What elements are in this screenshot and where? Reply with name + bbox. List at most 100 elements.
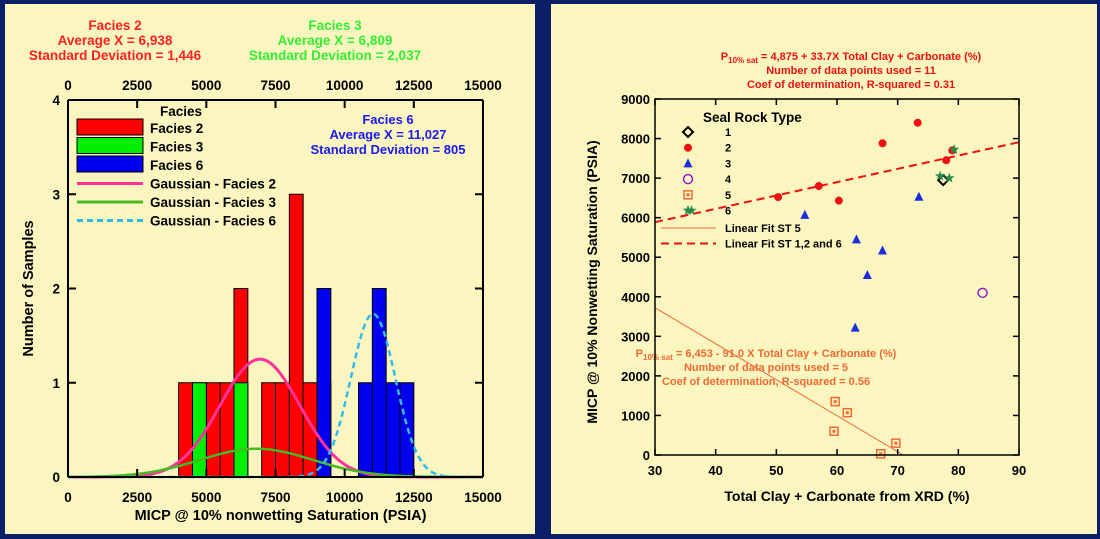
facies-6-stats-line: Standard Deviation = 805 bbox=[311, 142, 466, 157]
data-point-type-3 bbox=[914, 191, 924, 201]
legend-label: Facies 3 bbox=[150, 140, 204, 155]
legend-label: Gaussian - Facies 2 bbox=[150, 177, 276, 192]
plot-frame bbox=[654, 98, 1020, 456]
fit-line bbox=[654, 141, 1020, 224]
y-tick-label: 2000 bbox=[621, 369, 650, 384]
facies-stats-line: Average X = 6,938 bbox=[58, 33, 173, 48]
regression-stats-line: Number of data points used = 5 bbox=[684, 362, 848, 374]
histogram-bar-facies-2 bbox=[288, 193, 304, 478]
histogram-bar-facies-2 bbox=[205, 382, 221, 478]
y-axis-label: Number of Samples bbox=[21, 220, 37, 356]
y-tick-label: 4000 bbox=[621, 290, 650, 305]
square-marker-outline bbox=[683, 190, 693, 200]
x-tick-label: 90 bbox=[1012, 463, 1026, 478]
square-marker-outline bbox=[830, 396, 840, 407]
y-tick-label: 1 bbox=[52, 376, 60, 391]
histogram-bar-facies-2 bbox=[275, 382, 290, 478]
histogram-bar-facies-6 bbox=[385, 382, 401, 478]
y-tick-label: 3000 bbox=[621, 329, 650, 344]
histogram-bar-facies-3 bbox=[233, 382, 249, 478]
square-marker-outline bbox=[875, 449, 886, 459]
legend-label: 2 bbox=[725, 143, 731, 155]
data-point-type-2 bbox=[834, 196, 843, 205]
legend-title: Facies bbox=[160, 104, 202, 119]
y-tick-label: 0 bbox=[643, 448, 650, 463]
legend-label: 4 bbox=[725, 174, 732, 186]
y-tick-label: 7000 bbox=[621, 171, 650, 186]
data-point-type-6 bbox=[944, 172, 955, 183]
legend-label: Gaussian - Facies 6 bbox=[150, 214, 277, 229]
data-point-type-3 bbox=[851, 234, 861, 244]
x-tick-label: 0 bbox=[64, 490, 72, 505]
histogram-bar-facies-6 bbox=[371, 288, 387, 478]
x-tick-label: 15000 bbox=[464, 490, 502, 505]
facies-6-stats-line: Facies 6 bbox=[362, 112, 413, 127]
square-marker-dot bbox=[686, 193, 690, 197]
equation-subscript: 10% sat bbox=[643, 353, 673, 362]
legend-fit-label: Linear Fit ST 1,2 and 6 bbox=[725, 239, 842, 251]
data-point-type-5 bbox=[829, 426, 839, 437]
x-tick-label: 5000 bbox=[191, 490, 221, 505]
x-tick-label-top: 15000 bbox=[464, 78, 502, 93]
x-tick-label-top: 10000 bbox=[326, 78, 364, 93]
equation-body: = 6,453 - 91.0 X Total Clay + Carbonate … bbox=[673, 348, 897, 360]
data-point-type-6 bbox=[948, 144, 960, 155]
facies-stats-line: Facies 2 bbox=[88, 18, 141, 33]
data-point-type-5 bbox=[875, 449, 886, 459]
square-marker-dot bbox=[833, 400, 837, 404]
x-tick-label-top: 0 bbox=[64, 78, 72, 93]
legend-label: Facies 2 bbox=[150, 121, 203, 136]
x-tick-label: 2500 bbox=[122, 490, 152, 505]
data-point-type-5 bbox=[842, 407, 853, 418]
regression-stats-line: Coef of determination, R-squared = 0.31 bbox=[747, 79, 955, 91]
data-point-type-2 bbox=[878, 139, 887, 148]
data-point-type-3 bbox=[850, 322, 860, 332]
legend-label: Gaussian - Facies 3 bbox=[150, 195, 277, 210]
y-tick-label: 3 bbox=[52, 187, 60, 202]
regression-equation: P10% sat = 4,875 + 33.7X Total Clay + Ca… bbox=[721, 51, 982, 65]
histogram-bar-facies-2 bbox=[219, 382, 235, 478]
x-tick-label-top: 2500 bbox=[122, 78, 152, 93]
square-marker-outline bbox=[829, 426, 839, 437]
legend-swatch bbox=[76, 137, 144, 154]
x-tick-label: 30 bbox=[648, 463, 662, 478]
y-tick-label: 4 bbox=[52, 93, 60, 108]
y-tick-label: 2 bbox=[52, 282, 60, 297]
legend-marker bbox=[682, 205, 694, 215]
legend-label: 6 bbox=[725, 206, 731, 218]
y-tick-label: 6000 bbox=[621, 211, 650, 226]
equation-p: P bbox=[721, 51, 728, 63]
x-tick-label: 7500 bbox=[260, 490, 290, 505]
regression-stats-line: Number of data points used = 11 bbox=[766, 65, 936, 77]
x-tick-label: 40 bbox=[708, 463, 722, 478]
legend-label: Facies 6 bbox=[150, 158, 204, 173]
legend-swatch bbox=[76, 155, 144, 173]
histogram-bar-facies-6 bbox=[358, 382, 373, 478]
data-point-type-3 bbox=[878, 245, 887, 255]
fit-line bbox=[654, 307, 904, 456]
data-point-type-4 bbox=[977, 287, 988, 299]
x-tick-label: 60 bbox=[830, 463, 844, 478]
x-tick-label-top: 12500 bbox=[395, 78, 433, 93]
facies-stats-line: Facies 3 bbox=[308, 18, 362, 33]
x-tick-label: 12500 bbox=[395, 490, 433, 505]
scatter-chart: P 10% sat = 4,875 + 33.7X Total Clay + Ca… bbox=[584, 51, 1026, 504]
data-point-type-2 bbox=[913, 118, 922, 127]
x-tick-label: 80 bbox=[951, 463, 965, 478]
y-tick-label: 9000 bbox=[621, 92, 650, 107]
legend-marker bbox=[681, 125, 695, 139]
scatter-panel: P 10% sat = 4,875 + 33.7X Total Clay + Ca… bbox=[551, 4, 1097, 534]
data-point-type-3 bbox=[862, 270, 872, 280]
data-point-type-6 bbox=[934, 170, 946, 181]
legend-fit-label: Linear Fit ST 5 bbox=[725, 223, 801, 235]
y-axis-label: MICP @ 10% Nonwetting Saturation (PSIA) bbox=[584, 140, 600, 423]
legend-swatch bbox=[76, 118, 144, 136]
facies-stats-line: Average X = 6,809 bbox=[278, 33, 393, 48]
equation-body: = 4,875 + 33.7X Total Clay + Carbonate (… bbox=[758, 51, 982, 63]
legend-label: 5 bbox=[725, 190, 731, 202]
facies-stats-line: Standard Deviation = 2,037 bbox=[249, 48, 421, 63]
regression-equation: P10% sat = 6,453 - 91.0 X Total Clay + C… bbox=[636, 348, 897, 362]
facies-stats-line: Standard Deviation = 1,446 bbox=[29, 48, 202, 63]
data-point-type-5 bbox=[891, 438, 901, 448]
data-point-type-2 bbox=[942, 156, 951, 165]
